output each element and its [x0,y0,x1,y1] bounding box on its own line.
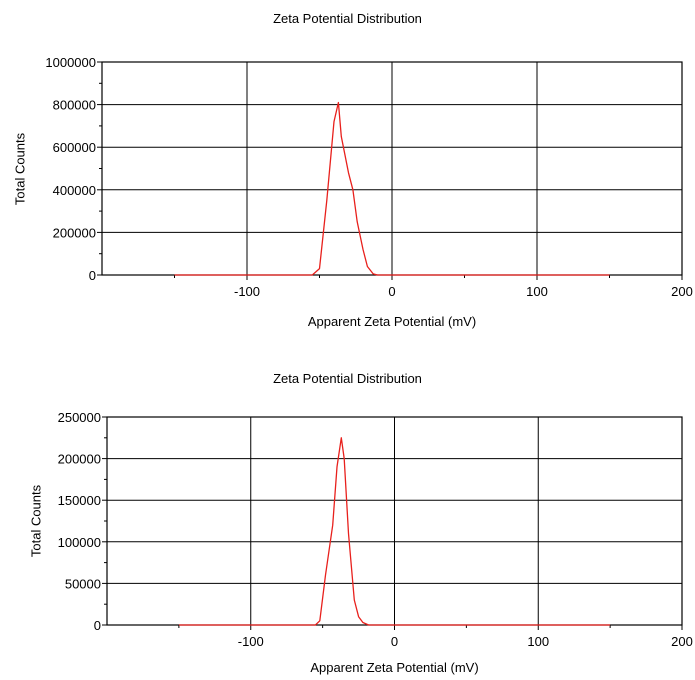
chart-title: Zeta Potential Distribution [273,11,422,26]
y-tick-label: 0 [89,268,96,283]
y-tick-label: 800000 [53,98,96,113]
chart-svg: 0 200000 400000 600000 800000 1000000 -100 0 100… [45,55,693,299]
y-tick-label: 100000 [58,535,101,550]
x-tick-label: 100 [526,284,548,299]
y-tick-label: 1000000 [45,55,96,70]
series-line [174,101,610,276]
x-tick-label: 200 [671,284,693,299]
series-line [178,437,611,626]
x-tick-label: 0 [391,634,398,649]
y-tick-label: 0 [94,618,101,633]
x-tick-label: 0 [388,284,395,299]
x-axis-label: Apparent Zeta Potential (mV) [310,660,479,675]
x-axis-label: Apparent Zeta Potential (mV) [307,314,477,329]
y-tick-label: 50000 [65,576,101,591]
chart-panel-top: Zeta Potential Distribution 0 200000 40000… [12,11,693,329]
x-tick-label: 200 [671,634,693,649]
x-tick-label: 100 [527,634,549,649]
y-axis-label: Total Counts [28,484,44,558]
y-axis-label: Total Counts [12,132,28,205]
y-tick-label: 150000 [58,493,101,508]
y-tick-label: 200000 [53,225,96,240]
chart-panel-bottom: Zeta Potential Distribution 0 50000 100000… [0,340,695,680]
y-tick-label: 400000 [53,183,96,198]
x-tick-label: -100 [238,634,264,649]
y-tick-label: 250000 [58,410,101,425]
y-tick-label: 600000 [53,140,96,155]
x-tick-label: -100 [234,284,260,299]
chart-svg: 0 50000 100000 150000 200000 250000 -100 0 100 20… [58,410,693,649]
chart-title: Zeta Potential Distribution [273,371,422,386]
y-tick-label: 200000 [58,452,101,467]
